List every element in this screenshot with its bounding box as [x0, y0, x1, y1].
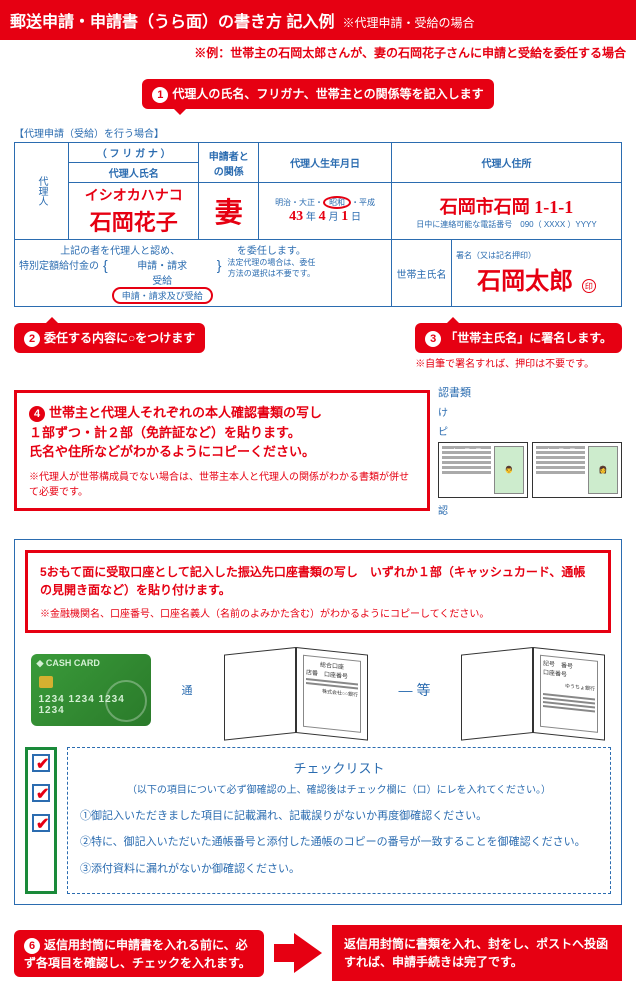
callout-3-sub: ※自筆で署名すれば、押印は不要です。 — [415, 355, 622, 370]
box4-note: ※代理人が世帯構成員でない場合は、世帯主本人と代理人の関係がわかる書類が併せて必… — [29, 468, 415, 498]
id-photo-2: 👩 — [588, 446, 618, 494]
cell-signature: 署名（又は記名押印） 石岡太郎 印 — [452, 240, 622, 307]
box5-line1: おもて面に受取口座として記入した振込先口座書類の写し いずれか１部（キャッシュカ… — [40, 565, 585, 597]
id-card-1: ○○年○月○日 まで有効 👨 — [438, 442, 528, 498]
callout-2-text: 委任する内容に○をつけます — [44, 331, 195, 345]
example-note: ※例：世帯主の石岡太郎さんが、妻の石岡花子さんに申請と受給を委任する場合 — [0, 40, 636, 71]
final-instruction-box: 返信用封筒に書類を入れ、封をし、ポストへ投函すれば、申請手続きは完了です。 — [332, 925, 622, 981]
id-card-2: ○○年○月○日 まで有効 👩 — [532, 442, 622, 498]
box5-sub: ※金融機関名、口座番号、口座名義人（名前のよみかた含む）がわかるようにコピーして… — [40, 605, 596, 620]
passbook-2: 記号 番号口座番号ゆうちょ銀行 — [461, 647, 605, 733]
callout-6-text: 返信用封筒に申請書を入れる前に、必ず各項目を確認し、チェックを入れます。 — [24, 938, 251, 970]
val-addr: 石岡市石岡 1-1-1 — [396, 193, 617, 219]
green-checkbox-column: ✔ ✔ ✔ — [25, 747, 57, 895]
passbook-1: 総合口座店番 口座番号株式会社○○銀行 — [224, 647, 368, 733]
th-name: 代理人氏名 — [69, 163, 199, 183]
section-label: 【代理申請（受給）を行う場合】 — [14, 125, 622, 140]
header-subtitle: ※代理申請・受給の場合 — [342, 14, 474, 31]
cash-card: ◆ CASH CARD 1234 1234 1234 1234 — [31, 654, 151, 726]
vlabel-proxy: 代理人 — [15, 143, 69, 240]
checklist-item-2: ②特に、御記入いただいた通帳番号と添付した通帳のコピーの番号が一致することを御確… — [80, 830, 598, 851]
val-name: 石岡花子 — [73, 205, 194, 237]
cash-card-number: 1234 1234 1234 1234 — [39, 694, 151, 716]
seal-mark: 印 — [582, 279, 596, 293]
cell-dob: 明治・大正・昭和・平成 43 年 4 月 1 日 — [259, 183, 392, 240]
bank-section: 5おもて面に受取口座として記入した振込先口座書類の写し いずれか１部（キャッシュ… — [14, 539, 622, 906]
arrow-icon — [294, 933, 322, 973]
callout-1: 1代理人の氏名、フリガナ、世帯主との関係等を記入します — [142, 79, 493, 109]
checklist-item-3: ③添付資料に漏れがないか御確認ください。 — [80, 857, 598, 878]
id-card-row: ○○年○月○日 まで有効 👨 ○○年○月○日 まで有効 👩 — [438, 442, 622, 498]
cell-memo: 上記の者を代理人と認め、 特別定額給付金の { 申請・請求 受給 申請・請求及び… — [15, 240, 392, 307]
th-dob: 代理人生年月日 — [259, 143, 392, 183]
cell-householder-label: 世帯主氏名 — [392, 240, 452, 307]
cell-addr: 石岡市石岡 1-1-1 日中に連絡可能な電話番号 090（ XXXX ）YYYY — [392, 183, 622, 240]
checkbox-1[interactable]: ✔ — [32, 754, 50, 772]
checkbox-3[interactable]: ✔ — [32, 814, 50, 832]
box4-line3: 氏名や住所などがわかるようにコピーください。 — [29, 444, 315, 459]
instruction-box-5: 5おもて面に受取口座として記入した振込先口座書類の写し いずれか１部（キャッシュ… — [25, 550, 611, 633]
callout-3: 3「世帯主氏名」に署名します。 — [415, 323, 622, 353]
header-title: 郵送申請・申請書（うら面）の書き方 記入例 — [10, 8, 334, 32]
callout-6: 6返信用封筒に申請書を入れる前に、必ず各項目を確認し、チェックを入れます。 — [14, 930, 264, 977]
val-relation: 妻 — [215, 198, 243, 229]
th-furigana: （ フ リ ガ ナ ） — [69, 143, 199, 163]
val-signature: 石岡太郎 — [477, 269, 573, 295]
checklist-title: チェックリスト — [80, 758, 598, 777]
checklist-box: チェックリスト （以下の項目について必ず御確認の上、確認後はチェック欄に（ロ）に… — [67, 747, 611, 895]
circled-option: 申請・請求及び受給 — [112, 287, 213, 304]
checklist-subtitle: （以下の項目について必ず御確認の上、確認後はチェック欄に（ロ）にレを入れてくださ… — [80, 781, 598, 796]
doc-label: 認書類 — [438, 384, 622, 400]
th-addr: 代理人住所 — [392, 143, 622, 183]
header-bar: 郵送申請・申請書（うら面）の書き方 記入例 ※代理申請・受給の場合 — [0, 0, 636, 40]
instruction-box-4: 4世帯主と代理人それぞれの本人確認書類の写し １部ずつ・計２部（免許証など）を貼… — [14, 390, 430, 511]
th-relation: 申請者との関係 — [199, 143, 259, 183]
callout-2: 2委任する内容に○をつけます — [14, 323, 205, 353]
box4-line1: 世帯主と代理人それぞれの本人確認書類の写し — [49, 405, 322, 420]
callout-1-text: 代理人の氏名、フリガナ、世帯主との関係等を記入します — [172, 87, 483, 101]
val-furigana: イシオカハナコ — [73, 185, 194, 205]
checklist-item-1: ①御記入いただきました項目に記載漏れ、記載誤りがないか再度御確認ください。 — [80, 804, 598, 825]
callout-3-text: 「世帯主氏名」に署名します。 — [445, 331, 612, 345]
proxy-form-table: 代理人 （ フ リ ガ ナ ） 申請者との関係 代理人生年月日 代理人住所 代理… — [14, 142, 622, 307]
box4-line2: １部ずつ・計２部（免許証など）を貼ります。 — [29, 425, 301, 440]
cell-name: イシオカハナコ 石岡花子 — [69, 183, 199, 240]
checkbox-2[interactable]: ✔ — [32, 784, 50, 802]
arrow-stem — [274, 944, 294, 962]
cell-relation: 妻 — [199, 183, 259, 240]
id-photo-1: 👨 — [494, 446, 524, 494]
